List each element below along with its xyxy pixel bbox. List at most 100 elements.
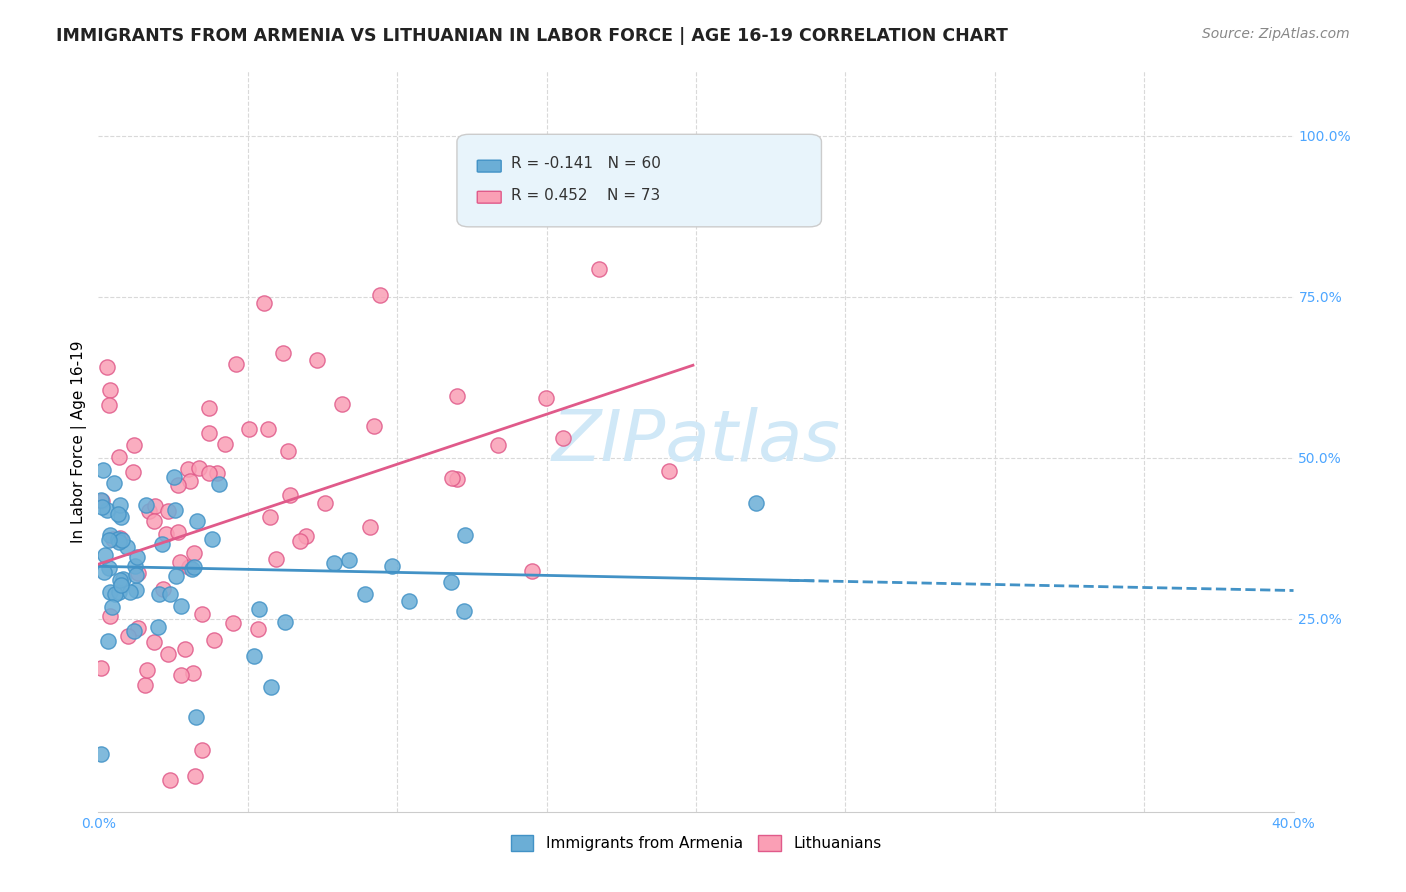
Immigrants from Armenia [91, 500, 114, 514]
Lithuanians [486, 437, 509, 451]
Immigrants from Armenia [110, 509, 132, 524]
Lithuanians [225, 357, 247, 371]
Immigrants from Armenia [124, 624, 146, 638]
Immigrants from Armenia [186, 710, 208, 724]
Lithuanians [266, 552, 288, 566]
Immigrants from Armenia [208, 477, 231, 491]
Lithuanians [363, 418, 385, 433]
Lithuanians [290, 533, 312, 548]
Immigrants from Armenia [108, 573, 131, 587]
Immigrants from Armenia [150, 536, 173, 550]
Immigrants from Armenia [135, 499, 157, 513]
Lithuanians [159, 772, 181, 787]
Immigrants from Armenia [453, 604, 475, 618]
Immigrants from Armenia [146, 620, 169, 634]
Lithuanians [142, 514, 165, 528]
Immigrants from Armenia [398, 594, 420, 608]
Lithuanians [359, 520, 381, 534]
Immigrants from Armenia [381, 558, 404, 573]
Immigrants from Armenia [103, 475, 125, 490]
Lithuanians [183, 546, 205, 560]
Lithuanians [271, 345, 294, 359]
Immigrants from Armenia [127, 549, 149, 564]
FancyBboxPatch shape [477, 191, 501, 203]
Y-axis label: In Labor Force | Age 16-19: In Labor Force | Age 16-19 [72, 340, 87, 543]
Lithuanians [177, 461, 200, 475]
Immigrants from Armenia [118, 585, 141, 599]
Lithuanians [108, 531, 131, 545]
Lithuanians [98, 609, 121, 624]
Lithuanians [657, 464, 679, 478]
Lithuanians [97, 398, 120, 412]
Lithuanians [156, 504, 179, 518]
Immigrants from Armenia [97, 634, 120, 648]
Lithuanians [173, 642, 195, 657]
Immigrants from Armenia [108, 498, 131, 512]
Immigrants from Armenia [454, 528, 477, 542]
Lithuanians [553, 431, 575, 445]
Immigrants from Armenia [181, 562, 204, 576]
Lithuanians [96, 360, 118, 375]
Lithuanians [307, 352, 329, 367]
Immigrants from Armenia [243, 648, 266, 663]
Lithuanians [247, 622, 270, 636]
Lithuanians [198, 401, 221, 415]
Lithuanians [520, 564, 543, 578]
Immigrants from Armenia [94, 548, 117, 562]
Lithuanians [184, 769, 207, 783]
Lithuanians [330, 397, 353, 411]
Lithuanians [134, 678, 156, 692]
Lithuanians [177, 560, 200, 574]
Immigrants from Armenia [107, 507, 129, 521]
Immigrants from Armenia [125, 567, 148, 582]
Lithuanians [446, 389, 468, 403]
Lithuanians [167, 478, 190, 492]
Immigrants from Armenia [148, 587, 170, 601]
Lithuanians [152, 582, 174, 597]
Lithuanians [108, 450, 131, 464]
Lithuanians [91, 494, 114, 508]
Lithuanians [238, 422, 260, 436]
Text: IMMIGRANTS FROM ARMENIA VS LITHUANIAN IN LABOR FORCE | AGE 16-19 CORRELATION CHA: IMMIGRANTS FROM ARMENIA VS LITHUANIAN IN… [56, 27, 1008, 45]
Lithuanians [143, 499, 166, 513]
Lithuanians [101, 532, 124, 546]
Immigrants from Armenia [98, 528, 121, 542]
Immigrants from Armenia [90, 747, 112, 761]
Lithuanians [179, 474, 201, 488]
Immigrants from Armenia [108, 585, 131, 599]
Lithuanians [169, 555, 191, 569]
Text: R = -0.141   N = 60: R = -0.141 N = 60 [510, 156, 661, 171]
Immigrants from Armenia [274, 615, 297, 630]
Immigrants from Armenia [170, 599, 193, 613]
Lithuanians [536, 392, 558, 406]
Lithuanians [127, 566, 149, 581]
Lithuanians [198, 426, 221, 441]
Lithuanians [191, 743, 214, 757]
Lithuanians [314, 495, 336, 509]
Lithuanians [588, 262, 610, 277]
Lithuanians [138, 503, 160, 517]
Lithuanians [214, 437, 236, 451]
Lithuanians [202, 633, 225, 648]
Lithuanians [142, 635, 165, 649]
Lithuanians [198, 467, 221, 481]
Lithuanians [205, 466, 228, 480]
Immigrants from Armenia [98, 533, 121, 547]
Immigrants from Armenia [165, 502, 187, 516]
Lithuanians [446, 472, 468, 486]
Lithuanians [127, 621, 149, 635]
Lithuanians [221, 616, 243, 631]
Immigrants from Armenia [260, 680, 283, 694]
Lithuanians [277, 444, 299, 458]
Text: Source: ZipAtlas.com: Source: ZipAtlas.com [1202, 27, 1350, 41]
Lithuanians [121, 465, 143, 479]
Immigrants from Armenia [93, 463, 115, 477]
Lithuanians [441, 471, 464, 485]
Lithuanians [294, 529, 316, 543]
Lithuanians [181, 665, 204, 680]
Lithuanians [280, 487, 302, 501]
Immigrants from Armenia [104, 586, 127, 600]
FancyBboxPatch shape [477, 161, 501, 172]
Immigrants from Armenia [183, 559, 205, 574]
Lithuanians [124, 438, 146, 452]
